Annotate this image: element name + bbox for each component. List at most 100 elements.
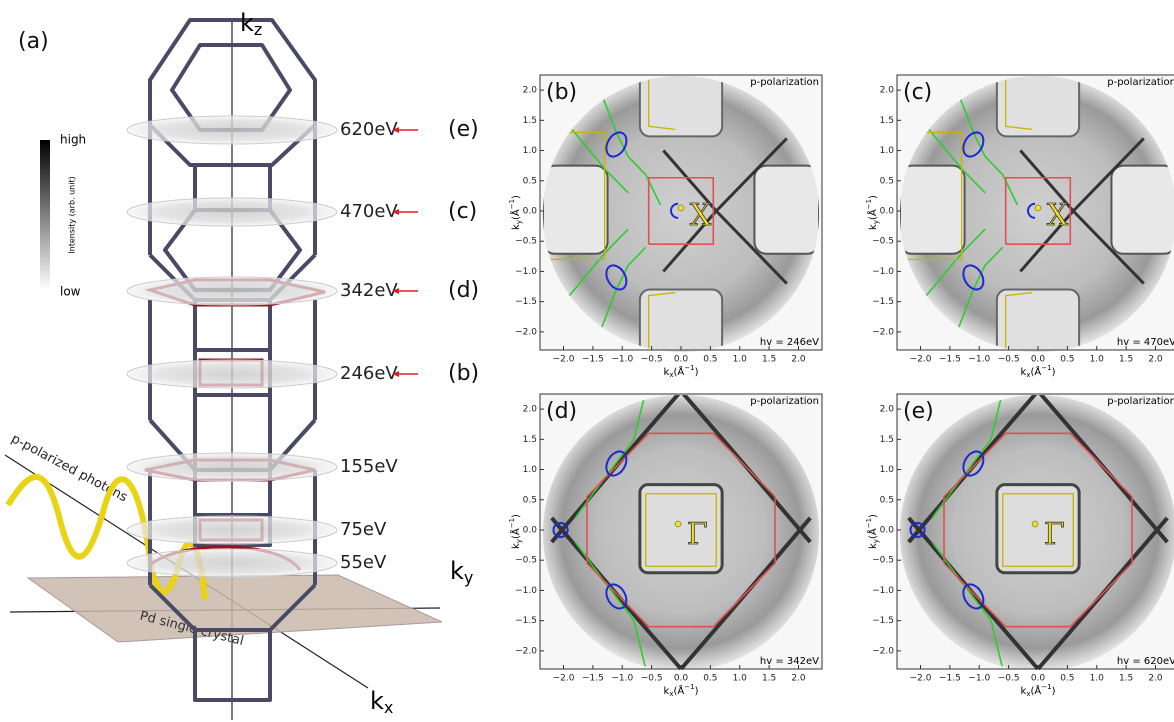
y-tick-label: 2.0 [523, 86, 538, 96]
y-tick-label: 1.0 [523, 465, 538, 475]
x-tick-label: 1.5 [762, 355, 776, 365]
x-tick-label: 0.5 [703, 355, 717, 365]
symmetry-point: X [690, 198, 712, 233]
kz-label: kz [240, 9, 262, 39]
x-tick-label: −2.0 [553, 674, 575, 684]
colorbar [40, 140, 50, 290]
y-tick-label: 0.0 [880, 206, 895, 216]
xlabel: kx(Å−1) [1021, 364, 1056, 379]
map-panel: Γ(e)p-polarizationhv = 620eV−2.0−1.5−1.0… [865, 391, 1174, 698]
y-tick-label: −1.5 [515, 616, 537, 626]
point-dot [1035, 205, 1041, 211]
energy-slice [127, 277, 337, 305]
symmetry-point: Γ [687, 517, 708, 552]
x-tick-label: 1.5 [762, 674, 776, 684]
x-tick-label: 1.0 [1090, 355, 1105, 365]
xlabel-part: (Å [673, 684, 684, 697]
colorbar-title: Intensity (arb. unit) [68, 176, 77, 253]
x-tick-label: 2.0 [791, 355, 806, 365]
xlabel-part: (Å [1030, 365, 1041, 378]
ylabel: ky(Å−1) [508, 514, 523, 549]
y-tick-label: 1.0 [880, 465, 895, 475]
point-dot [1032, 521, 1038, 527]
energy-label: 246eV [340, 363, 398, 384]
x-tick-label: −1.0 [968, 355, 990, 365]
x-tick-label: 0.5 [703, 674, 717, 684]
energy-slice [127, 198, 337, 226]
y-tick-label: −1.0 [515, 267, 537, 277]
y-tick-label: −2.0 [872, 327, 894, 337]
y-tick-label: 1.5 [523, 116, 537, 126]
energy-slice [127, 116, 337, 144]
xlabel-part: ) [695, 367, 699, 378]
ylabel-part: (Å [866, 209, 879, 220]
x-tick-label: 0.5 [1060, 355, 1074, 365]
energy-label: 470eV [340, 201, 398, 222]
panel-label: (b) [546, 80, 577, 105]
y-tick-label: 0.5 [880, 495, 894, 505]
y-tick-label: −0.5 [515, 237, 537, 247]
ky-label: ky [450, 557, 473, 587]
x-tick-label: −2.0 [553, 355, 575, 365]
map-feature [543, 166, 608, 254]
ylabel-part: (Å [509, 528, 522, 539]
xlabel-part: −1 [1041, 364, 1051, 372]
y-tick-label: 0.5 [880, 176, 894, 186]
y-tick-label: 1.5 [880, 116, 894, 126]
ylabel: ky(Å−1) [865, 514, 880, 549]
xlabel-part: ) [695, 686, 699, 697]
panel-ref: (b) [448, 361, 479, 386]
colorbar-high: high [60, 133, 86, 147]
ylabel-part: −1 [865, 199, 873, 209]
x-tick-label: −1.5 [939, 674, 961, 684]
panel-label: (d) [546, 399, 577, 424]
map-feature [754, 166, 819, 254]
map-feature [997, 485, 1079, 573]
xlabel-part: (Å [673, 365, 684, 378]
x-tick-label: 0.0 [1031, 674, 1046, 684]
x-tick-label: 0.0 [1031, 355, 1046, 365]
x-tick-label: −1.0 [611, 355, 633, 365]
x-tick-label: −0.5 [998, 355, 1020, 365]
energy-label: 620eV [340, 119, 398, 140]
y-tick-label: −2.0 [872, 646, 894, 656]
y-tick-label: −1.0 [872, 586, 894, 596]
map-feature [900, 166, 965, 254]
xlabel-part: ) [1052, 686, 1056, 697]
y-tick-label: 0.0 [880, 525, 895, 535]
x-tick-label: 2.0 [1148, 355, 1163, 365]
symmetry-point: Γ [1044, 517, 1065, 552]
polarization: p-polarization [1107, 77, 1174, 88]
x-tick-label: 0.0 [674, 355, 689, 365]
x-tick-label: 1.5 [1119, 355, 1133, 365]
colorbar-low: low [60, 285, 81, 299]
xlabel-part: −1 [684, 364, 694, 372]
ylabel-part: −1 [508, 199, 516, 209]
ylabel-part: ) [868, 195, 879, 199]
x-tick-label: −1.5 [939, 355, 961, 365]
y-tick-label: 1.0 [523, 146, 538, 156]
ylabel-part: −1 [508, 518, 516, 528]
xlabel: kx(Å−1) [1021, 683, 1056, 698]
y-tick-label: 0.5 [523, 176, 537, 186]
kx-label: kx [370, 687, 393, 717]
energy-label: 342eV [340, 280, 398, 301]
x-tick-label: −1.5 [582, 674, 604, 684]
ylabel-part: (Å [509, 209, 522, 220]
y-tick-label: 1.5 [523, 435, 537, 445]
energy-slice [127, 549, 337, 577]
x-tick-label: 1.5 [1119, 674, 1133, 684]
y-tick-label: −2.0 [515, 327, 537, 337]
kz-base: k [240, 9, 254, 37]
y-tick-label: −0.5 [515, 556, 537, 566]
polarization: p-polarization [750, 77, 819, 88]
y-tick-label: 2.0 [880, 86, 895, 96]
x-tick-label: −2.0 [910, 355, 932, 365]
xlabel-part: −1 [684, 683, 694, 691]
y-tick-label: −1.0 [515, 586, 537, 596]
y-tick-label: 1.0 [880, 146, 895, 156]
map-feature [640, 485, 722, 573]
x-tick-label: 2.0 [1148, 674, 1163, 684]
panel-ref: (c) [448, 199, 477, 224]
